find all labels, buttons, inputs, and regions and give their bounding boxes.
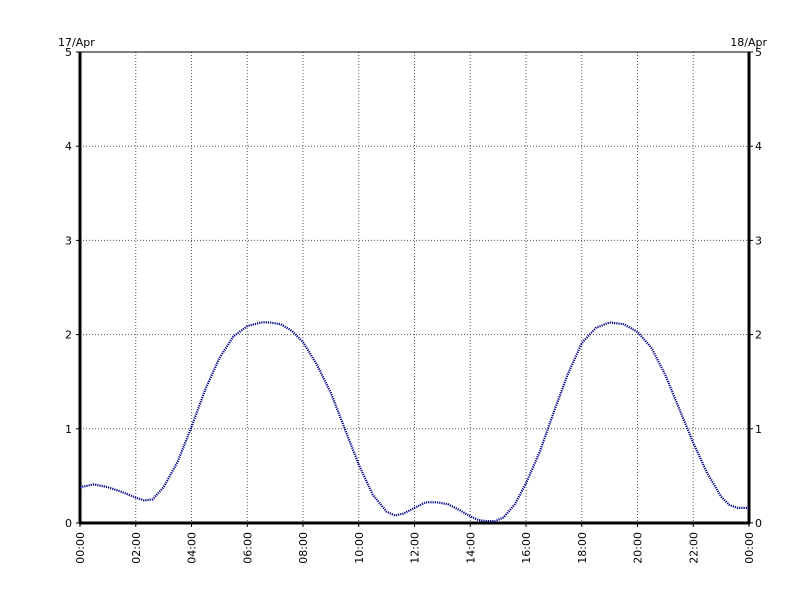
x-tick-label: 00:00: [743, 532, 756, 564]
y-tick-label: 2: [755, 329, 762, 342]
y-tick-label: 5: [65, 46, 72, 59]
y-tick-label: 3: [65, 234, 72, 247]
x-tick-label: 16:00: [520, 532, 533, 564]
grid-lines: [76, 51, 753, 527]
y-tick-label: 4: [755, 140, 762, 153]
x-tick-label: 14:00: [464, 532, 477, 564]
x-tick-label: 10:00: [353, 532, 366, 564]
y-tick-label: 5: [755, 46, 762, 59]
y-axis-right-labels: 0 1 2 3 4 5: [755, 46, 762, 530]
y-tick-label: 3: [755, 234, 762, 247]
x-tick-label: 02:00: [130, 532, 143, 564]
x-tick-label: 20:00: [632, 532, 645, 564]
y-tick-label: 1: [755, 423, 762, 436]
x-tick-label: 00:00: [74, 532, 87, 564]
x-axis-labels: 00:00 02:00 04:00 06:00 08:00 10:00 12:00 14:00…: [74, 532, 756, 564]
tide-height-line: [79, 321, 749, 523]
date-label-left: 17/Apr: [58, 36, 95, 49]
y-tick-label: 0: [65, 517, 72, 530]
x-tick-label: 08:00: [297, 532, 310, 564]
y-tick-label: 2: [65, 329, 72, 342]
x-tick-label: 18:00: [576, 532, 589, 564]
x-tick-label: 12:00: [409, 532, 422, 564]
y-axis-left-labels: 0 1 2 3 4 5: [65, 46, 72, 530]
x-tick-label: 04:00: [186, 532, 199, 564]
y-tick-label: 0: [755, 517, 762, 530]
y-tick-label: 4: [65, 140, 72, 153]
date-label-right: 18/Apr: [730, 36, 767, 49]
y-tick-label: 1: [65, 423, 72, 436]
x-tick-label: 22:00: [687, 532, 700, 564]
x-tick-label: 06:00: [241, 532, 254, 564]
